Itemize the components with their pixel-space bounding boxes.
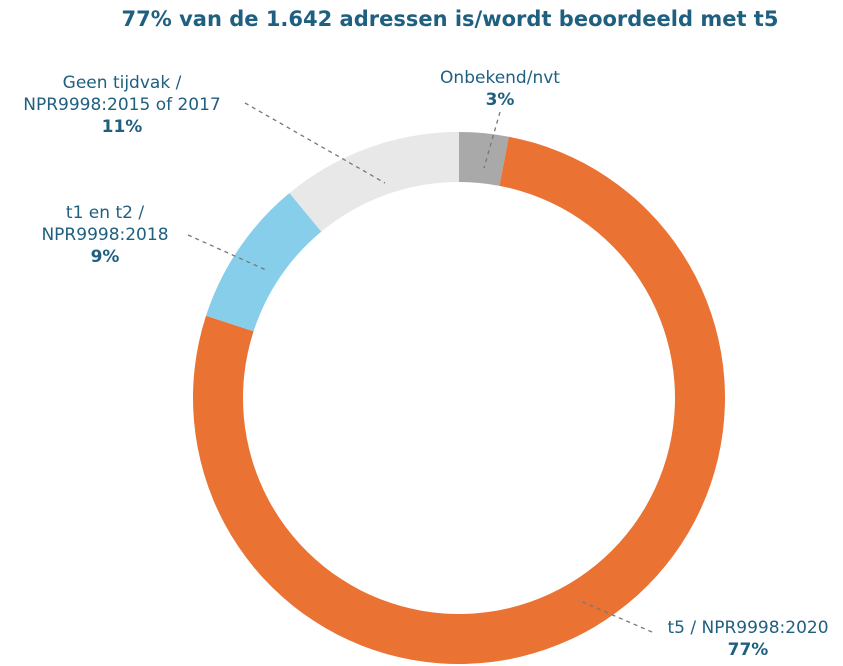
value-label: 11% — [102, 117, 143, 137]
leader-line — [577, 599, 653, 633]
value-label: 77% — [728, 640, 769, 660]
leader-line — [244, 102, 386, 184]
donut-slice — [459, 132, 509, 186]
donut-slice — [289, 132, 459, 232]
slice-label: Onbekend/nvt — [440, 68, 560, 88]
chart-title: 77% van de 1.642 adressen is/wordt beoor… — [122, 7, 779, 31]
slice-label: t5 / NPR9998:2020 — [667, 618, 828, 638]
leader-line — [187, 234, 267, 271]
slice-label: NPR9998:2018 — [41, 225, 168, 245]
donut-slice — [206, 193, 322, 332]
slice-label: t1 en t2 / — [66, 203, 144, 223]
slice-label: Geen tijdvak / — [63, 73, 182, 93]
slice-label: NPR9998:2015 of 2017 — [23, 95, 221, 115]
leader-line — [483, 111, 501, 169]
value-label: 9% — [91, 247, 120, 267]
value-label: 3% — [486, 90, 515, 110]
